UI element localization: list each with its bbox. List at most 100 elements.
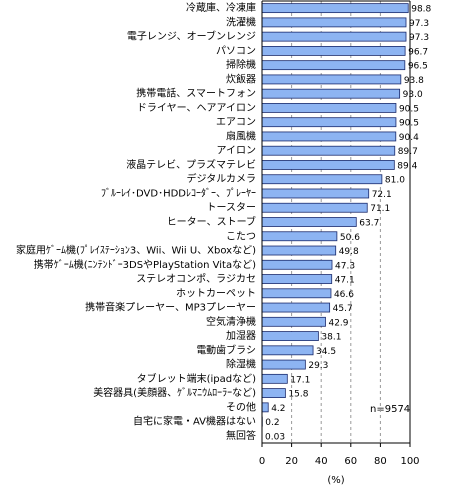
- bar: [261, 259, 333, 270]
- y-tick-label: 美容器具(美顔器、ｹﾞﾙﾏﾆｳﾑﾛｰﾗｰなど): [93, 386, 256, 399]
- bar: [261, 274, 333, 284]
- bar: [261, 217, 357, 227]
- bar: [261, 188, 370, 199]
- annotation: n=9574: [370, 404, 410, 415]
- value-label: 81.0: [385, 176, 405, 186]
- value-label: 0.03: [265, 432, 285, 442]
- y-tick-label: 無回答: [226, 429, 256, 442]
- bar: [261, 302, 331, 313]
- value-label: 97.3: [409, 19, 429, 29]
- value-label: 90.5: [399, 119, 419, 129]
- value-label: 4.2: [271, 404, 285, 414]
- y-tick-label: 家庭用ｹﾞｰﾑ機(ﾌﾟﾚｲｽﾃｰｼｮﾝ3、Wii、Wii U、Xboxなど): [16, 244, 256, 257]
- value-label: 15.8: [288, 390, 308, 400]
- value-label: 96.5: [408, 62, 428, 72]
- value-label: 34.5: [316, 347, 336, 357]
- y-tick-label: ステレオコンポ、ラジカセ: [136, 273, 256, 285]
- bar: [261, 245, 337, 256]
- y-tick-label: ﾌﾞﾙｰﾚｲ･DVD･HDDﾚｺｰﾀﾞｰ、ﾌﾟﾚｰﾔｰ: [101, 187, 256, 199]
- y-tick-label: パソコン: [216, 45, 256, 57]
- value-label: 17.1: [290, 375, 310, 385]
- y-tick-label: ヒーター、ストーブ: [167, 215, 256, 228]
- y-tick-label: アイロン: [217, 146, 257, 157]
- value-label: 38.1: [321, 333, 341, 343]
- value-label: 90.4: [399, 133, 419, 143]
- y-tick-label: エアコン: [216, 117, 256, 128]
- bar: [261, 288, 332, 299]
- bar: [261, 31, 407, 42]
- bar: [261, 160, 395, 170]
- value-label: 93.8: [404, 76, 424, 86]
- bar: [261, 74, 402, 85]
- value-label: 71.1: [370, 204, 390, 214]
- y-tick-label: その他: [226, 400, 256, 413]
- bar: [261, 103, 397, 113]
- bar: [261, 174, 383, 185]
- bar: [261, 316, 326, 327]
- y-tick-label: 携帯音楽プレーヤー、MP3プレーヤー: [85, 301, 256, 314]
- bar: [261, 331, 319, 341]
- y-tick-label: ドライヤー、ヘアアイロン: [137, 102, 256, 114]
- value-label: 63.7: [359, 219, 379, 229]
- value-label: 89.4: [397, 161, 417, 171]
- bar: [261, 131, 397, 142]
- bar: [261, 359, 306, 370]
- y-tick-label: ホットカーペット: [176, 287, 256, 299]
- bar: [261, 402, 269, 413]
- y-tick-label: デジタルカメラ: [187, 172, 257, 185]
- y-tick-label: 扇風機: [226, 129, 256, 142]
- y-tick-label: こたつ: [226, 230, 256, 242]
- y-tick-label: 冷蔵庫、冷凍庫: [186, 1, 256, 14]
- bar: [261, 46, 406, 56]
- x-tick-label: 100: [400, 456, 419, 467]
- y-tick-label: 電動歯ブラシ: [196, 343, 256, 356]
- value-label: 0.2: [265, 418, 279, 428]
- y-tick-label: 炊飯器: [226, 72, 256, 85]
- y-tick-label: 自宅に家電・AV機器はない: [133, 415, 256, 428]
- y-tick-label: 液晶テレビ、プラズマテレビ: [126, 158, 256, 171]
- bar: [261, 202, 368, 213]
- bar: [261, 345, 314, 356]
- bar: [261, 117, 397, 128]
- y-tick-label: タブレット端末(ipadなど): [137, 372, 257, 385]
- value-label: 46.6: [334, 290, 354, 300]
- x-tick-label: 0: [259, 456, 265, 467]
- bar: [261, 17, 407, 28]
- y-tick-label: 洗濯機: [226, 15, 256, 28]
- value-label: 47.3: [335, 261, 355, 271]
- bar: [261, 88, 401, 99]
- value-label: 47.1: [335, 276, 355, 286]
- value-label: 90.5: [399, 104, 419, 114]
- value-label: 96.7: [408, 47, 428, 57]
- bar: [261, 388, 286, 398]
- bar: [261, 60, 406, 71]
- value-label: 29.3: [308, 361, 328, 371]
- y-tick-label: 加湿器: [226, 330, 256, 342]
- value-label: 50.6: [340, 233, 360, 243]
- value-label: 45.7: [333, 304, 353, 314]
- y-tick-label: 掃除機: [226, 58, 256, 71]
- value-label: 49.8: [339, 247, 359, 257]
- value-label: 72.1: [372, 190, 392, 200]
- x-tick-label: 80: [374, 456, 387, 467]
- bar: [261, 3, 409, 14]
- y-tick-label: 空気清浄機: [206, 315, 256, 328]
- bar: [261, 145, 396, 156]
- value-label: 97.3: [409, 33, 429, 43]
- x-tick-label: 20: [285, 456, 298, 467]
- y-tick-label: 除湿機: [226, 358, 256, 371]
- bar: [261, 373, 288, 384]
- y-tick-label: 携帯ｹﾞｰﾑ機(ﾆﾝﾃﾝﾄﾞｰ3DSやPlayStation Vitaなど): [34, 258, 256, 271]
- value-label: 89.7: [398, 147, 418, 157]
- value-label: 42.9: [328, 318, 348, 328]
- value-label: 98.8: [411, 5, 431, 15]
- value-label: 93.0: [403, 90, 423, 100]
- bar: [261, 231, 338, 242]
- y-tick-label: 電子レンジ、オーブンレンジ: [127, 30, 256, 43]
- x-axis-label: (%): [327, 475, 344, 486]
- x-tick-label: 60: [344, 456, 357, 467]
- y-tick-label: 携帯電話、スマートフォン: [136, 87, 256, 100]
- y-tick-label: トースター: [207, 202, 257, 214]
- x-tick-label: 40: [315, 456, 328, 467]
